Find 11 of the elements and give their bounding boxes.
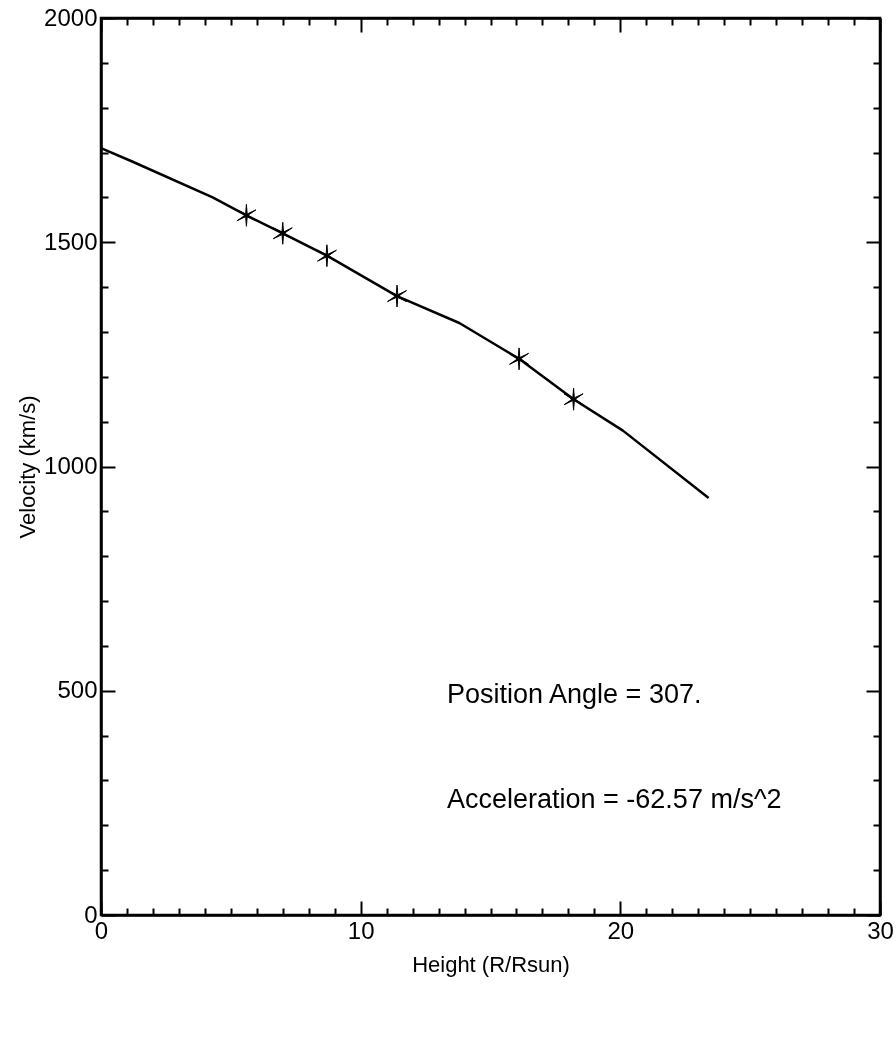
- x-tick-label: 30: [867, 916, 894, 944]
- y-axis-title: Velocity (km/s): [15, 395, 41, 539]
- y-tick-label: 1500: [44, 227, 98, 255]
- y-tick-label: 500: [57, 676, 98, 704]
- y-tick-label: 2000: [44, 3, 98, 31]
- annotation: Position Angle = 307.: [447, 679, 702, 709]
- annotation: Acceleration = -62.57 m/s^2: [447, 784, 782, 814]
- x-axis-title: Height (R/Rsun): [412, 951, 570, 977]
- x-tick-label: 10: [347, 916, 375, 944]
- x-tick-label: 20: [607, 916, 635, 944]
- y-tick-label: 1000: [44, 452, 98, 479]
